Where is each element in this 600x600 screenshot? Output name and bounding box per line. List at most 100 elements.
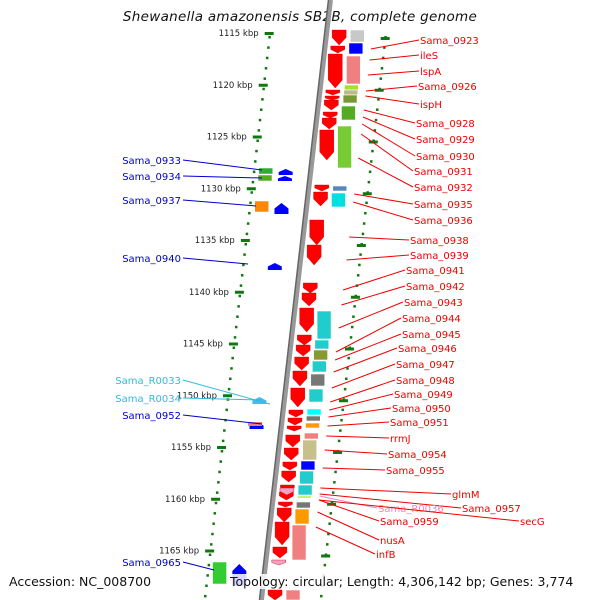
cog-color-box — [296, 501, 311, 509]
right-gene-label: Sama_0949 — [394, 390, 453, 401]
reverse-gene-arrow — [277, 507, 292, 523]
tick-dot — [242, 263, 245, 267]
right-leader-line — [370, 39, 420, 50]
reverse-gene-arrow — [288, 409, 304, 418]
reverse-gene-arrow — [325, 89, 341, 96]
forward-cog-box-0965 — [212, 561, 227, 585]
tick-dot — [347, 356, 350, 360]
left-leader-line — [182, 199, 257, 207]
tick-dot — [364, 211, 367, 215]
scale-tick-label: 1160 kbp — [165, 495, 205, 505]
right-leader-line — [324, 449, 388, 455]
tick-dot — [380, 67, 384, 70]
tick-dot — [371, 149, 374, 153]
reverse-gene-arrow — [323, 111, 338, 119]
tick-dot — [262, 87, 265, 91]
rna-gene-arrow — [271, 559, 286, 566]
reverse-gene-arrow — [278, 501, 293, 508]
left-gene-label: Sama_0965 — [122, 558, 181, 569]
right-gene-label: Sama_0944 — [402, 314, 461, 325]
tick-dot — [237, 305, 240, 308]
right-leader-line — [328, 407, 392, 418]
major-tick-left — [228, 342, 238, 346]
forward-cog-box-0937 — [254, 200, 269, 213]
right-leader-line — [320, 487, 452, 495]
right-leader-line — [338, 301, 404, 329]
left-leader-line — [182, 397, 263, 401]
cog-color-box — [348, 42, 364, 55]
reverse-gene-arrow — [314, 184, 330, 192]
tick-dot — [264, 67, 268, 70]
tick-dot — [361, 232, 365, 236]
tick-dot — [353, 305, 356, 308]
scale-tick-label: 1135 kbp — [195, 236, 235, 246]
right-gene-label: nusA — [380, 536, 405, 547]
tick-dot — [243, 253, 246, 256]
right-leader-line — [358, 157, 414, 188]
right-leader-line — [326, 435, 390, 439]
tick-dot — [231, 356, 234, 360]
cog-color-box — [285, 589, 301, 600]
tick-dot — [208, 553, 212, 556]
cog-color-box — [305, 422, 320, 429]
left-leader-line — [182, 414, 263, 425]
right-gene-label: ileS — [420, 51, 438, 62]
right-leader-line — [315, 526, 376, 555]
tick-dot — [252, 170, 256, 174]
tick-dot — [206, 574, 209, 577]
right-leader-line — [318, 499, 520, 522]
tick-dot — [261, 98, 264, 101]
backbone-shadow — [258, 0, 330, 600]
right-gene-label: Sama_0928 — [416, 119, 475, 130]
reverse-gene-arrow — [301, 292, 317, 307]
tick-dot — [251, 180, 255, 184]
cog-color-box — [294, 508, 310, 525]
reverse-gene-arrow — [319, 129, 334, 161]
tick-dot — [328, 522, 331, 525]
cog-color-box — [313, 349, 328, 361]
major-tick-left — [246, 187, 256, 191]
tick-dot — [367, 180, 371, 184]
right-gene-label: Sama_0943 — [404, 298, 463, 309]
reverse-gene-arrow — [285, 434, 300, 448]
major-tick-right — [344, 347, 354, 351]
tick-dot — [377, 98, 380, 101]
tick-dot — [346, 367, 349, 370]
tick-dot — [212, 522, 215, 525]
reverse-gene-arrow — [306, 244, 322, 266]
major-tick-right — [374, 88, 384, 92]
major-tick-right — [333, 451, 343, 454]
right-gene-label: Sama_0939 — [410, 251, 469, 262]
right-gene-label: Sama_0929 — [416, 135, 475, 146]
tick-dot — [229, 377, 232, 381]
tick-dot — [352, 315, 355, 318]
right-gene-label: rrmJ — [390, 434, 411, 445]
right-gene-label: Sama_0946 — [398, 344, 457, 355]
genome-summary-text: Topology: circular; Length: 4,306,142 bp… — [228, 574, 576, 589]
right-gene-label: Sama_0935 — [414, 200, 473, 211]
major-tick-left — [252, 135, 262, 139]
right-leader-line — [329, 393, 394, 411]
right-gene-label: Sama_0957 — [462, 504, 521, 515]
right-gene-label: Sama_0923 — [420, 36, 479, 47]
left-leader-line — [182, 561, 215, 571]
cog-color-box — [337, 125, 352, 169]
major-tick-left — [211, 497, 221, 501]
major-tick-right — [368, 140, 378, 144]
right-leader-line — [331, 363, 396, 389]
cog-color-box — [302, 439, 318, 461]
right-leader-line — [319, 495, 378, 509]
left-leader-line — [182, 175, 263, 179]
forward-arrow-0934 — [277, 176, 292, 181]
right-gene-label: Sama_0955 — [386, 466, 445, 477]
reverse-gene-arrow — [282, 461, 298, 471]
tick-dot — [345, 377, 348, 381]
major-tick-left — [217, 446, 227, 449]
right-gene-label: Sama_0931 — [414, 167, 473, 178]
left-gene-label: Sama_0937 — [122, 196, 181, 207]
tick-dot — [349, 336, 353, 339]
tick-dot — [248, 211, 251, 215]
reverse-gene-arrow — [272, 546, 288, 559]
reverse-gene-arrow — [267, 589, 283, 600]
